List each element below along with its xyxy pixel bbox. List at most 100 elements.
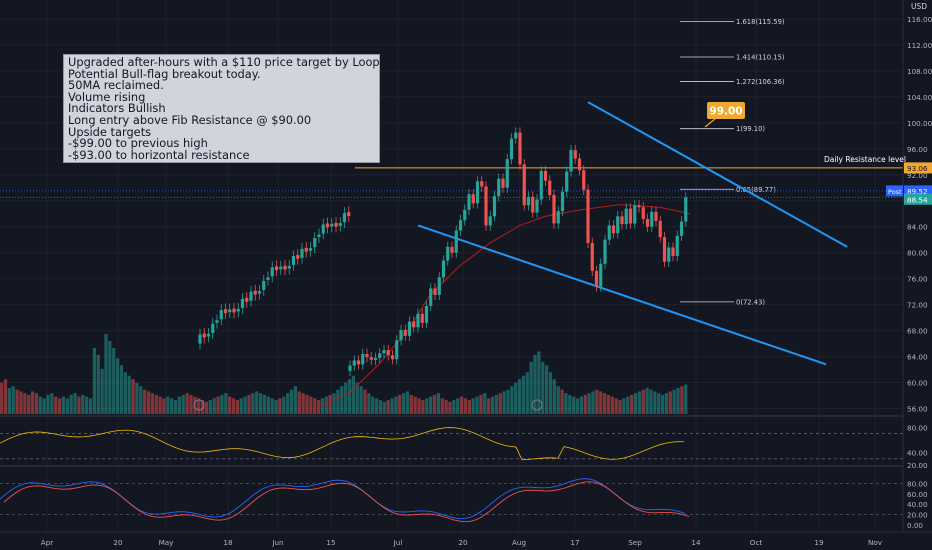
volume-bar [660,394,665,414]
volume-bar [274,400,278,414]
post-tag-label: Post [888,188,902,196]
volume-bar [23,393,27,414]
volume-bar [119,365,124,414]
volume-bar [382,401,386,414]
candle-body [620,216,624,225]
candle-body [539,170,543,200]
candle-body [296,254,300,259]
volume-bar [224,393,228,414]
resistance-price-label: 93.06 [907,164,928,173]
price-tick-label: 100.00 [907,119,932,128]
candle-body [573,150,577,159]
volume-bar [405,391,410,414]
volume-bar [425,398,429,414]
fib-levels: 1.618(115.59) 1.414(110.15) 1.272(106.36) 1… [680,18,785,306]
time-tick-label: 17 [570,538,579,547]
candle-body [338,223,342,226]
candle-body [633,205,637,224]
target-badge-pointer [704,118,716,128]
candle-body [441,260,446,278]
target-badge-label: 99.00 [709,106,742,118]
candle-body [505,159,509,188]
volume-bar [533,354,537,414]
volume-bar [7,387,11,414]
candle-body [458,220,463,231]
volume-bar [258,393,263,414]
volume-bar [394,396,398,414]
candle-body [407,321,412,336]
time-tick-label: Jun [271,538,283,547]
annotation-line: -$99.00 to previous high [68,136,208,151]
volume-bar [637,391,642,414]
time-tick-label: Oct [750,538,763,547]
candle-body [616,216,620,234]
price-tick-label: 112.00 [907,41,932,50]
candle-body [675,235,679,256]
volume-bar [494,394,499,414]
volume-bar [448,401,452,414]
volume-bar [150,393,155,414]
volume-bar [289,389,294,414]
volume-bar [371,396,375,414]
volume-bar [429,396,433,414]
time-tick-label: Apr [41,538,53,547]
candle-body [365,353,369,358]
candle-body [321,224,325,234]
volume-bar [587,393,591,414]
candle-body [304,247,308,252]
volume-bar [483,393,487,414]
candle-body [484,186,488,226]
volume-bar [193,396,197,414]
candle-body [245,297,249,302]
volume-bar [564,393,568,414]
candle-body [219,310,223,320]
candle-body [501,178,505,188]
osc2-tick-label: 60.00 [907,490,928,499]
candle-body [361,353,365,365]
volume-bar [324,396,328,414]
time-tick-label: Sep [628,538,642,547]
candle-body [236,308,240,312]
close-price-label: 88.54 [907,195,928,204]
volume-bar [630,394,634,414]
volume-bar [173,400,178,414]
candle-body [429,288,433,306]
volume-bar [575,398,580,414]
volume-bar [239,398,243,414]
candle-body [684,197,688,222]
candle-body [654,211,658,221]
osc1-tick-label: 20.00 [907,461,928,470]
volume-bar [220,394,224,414]
candle-body [433,288,437,295]
price-tick-label: 68.00 [907,327,928,336]
candle-body [628,208,633,224]
candle-body [395,340,399,360]
idea-annotation[interactable]: Upgraded after-hours with a $110 price t… [63,54,380,163]
volume-bars [0,334,688,414]
volume-bar [602,393,607,414]
candle-body [262,280,266,291]
volume-bar [320,398,325,414]
volume-bar [235,400,240,414]
volume-bar [517,379,522,414]
volume-bar [301,393,305,414]
candle-body [308,248,313,251]
osc1-tick-label: 80.00 [907,423,928,432]
candle-body [382,350,386,354]
volume-bar [154,394,158,414]
volume-bar [42,398,46,414]
volume-bar [38,396,42,414]
volume-bar [200,400,205,414]
volume-bar [34,393,39,414]
volume-bar [606,394,611,414]
volume-bar [27,394,31,414]
volume-bar [297,391,301,414]
volume-bar [347,379,352,414]
candle-body [240,298,245,308]
volume-bar [355,382,359,414]
candle-body [526,196,531,206]
volume-bar [552,379,556,414]
volume-bar [115,358,120,414]
